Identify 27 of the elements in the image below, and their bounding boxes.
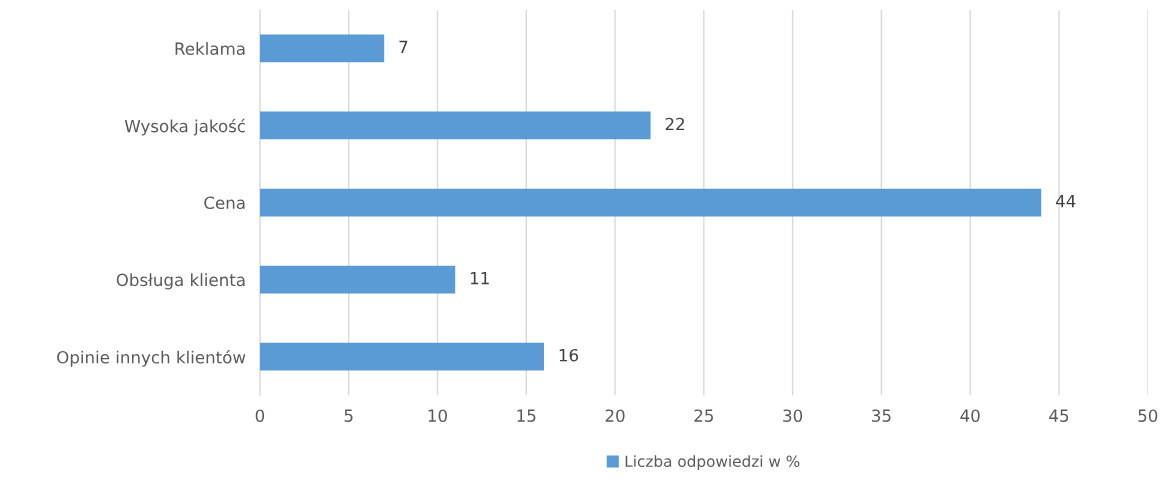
x-tick-label: 40 bbox=[960, 409, 980, 422]
x-tick-label: 45 bbox=[1049, 409, 1069, 422]
x-tick-label: 25 bbox=[694, 409, 713, 422]
x-tick-label: 50 bbox=[1138, 409, 1158, 422]
x-tick-label: 0 bbox=[255, 409, 265, 422]
y-tick-label: Wysoka jakość bbox=[124, 118, 245, 136]
y-tick-label: Reklama bbox=[175, 42, 245, 55]
y-tick-label: Obsługa klienta bbox=[116, 273, 245, 290]
x-tick-label: 20 bbox=[605, 409, 625, 422]
legend-label: Liczba odpowiedzi w % bbox=[625, 455, 800, 470]
x-tick-label: 15 bbox=[517, 409, 536, 422]
x-tick-label: 35 bbox=[872, 409, 891, 422]
data-label: 16 bbox=[559, 348, 579, 362]
data-label: 44 bbox=[1055, 194, 1076, 208]
data-label: 11 bbox=[470, 272, 489, 285]
data-label: 22 bbox=[665, 117, 684, 131]
bar bbox=[259, 265, 456, 294]
data-label: 7 bbox=[399, 40, 408, 54]
x-tick-label: 30 bbox=[783, 409, 803, 422]
y-tick-label: Opinie innych klientów bbox=[57, 350, 246, 367]
bar bbox=[259, 34, 385, 63]
bar bbox=[259, 188, 1042, 217]
x-tick-label: 10 bbox=[428, 409, 447, 422]
bar bbox=[259, 111, 651, 140]
x-tick-label: 5 bbox=[344, 409, 353, 422]
bar bbox=[259, 342, 545, 371]
y-tick-label: Cena bbox=[204, 196, 245, 210]
